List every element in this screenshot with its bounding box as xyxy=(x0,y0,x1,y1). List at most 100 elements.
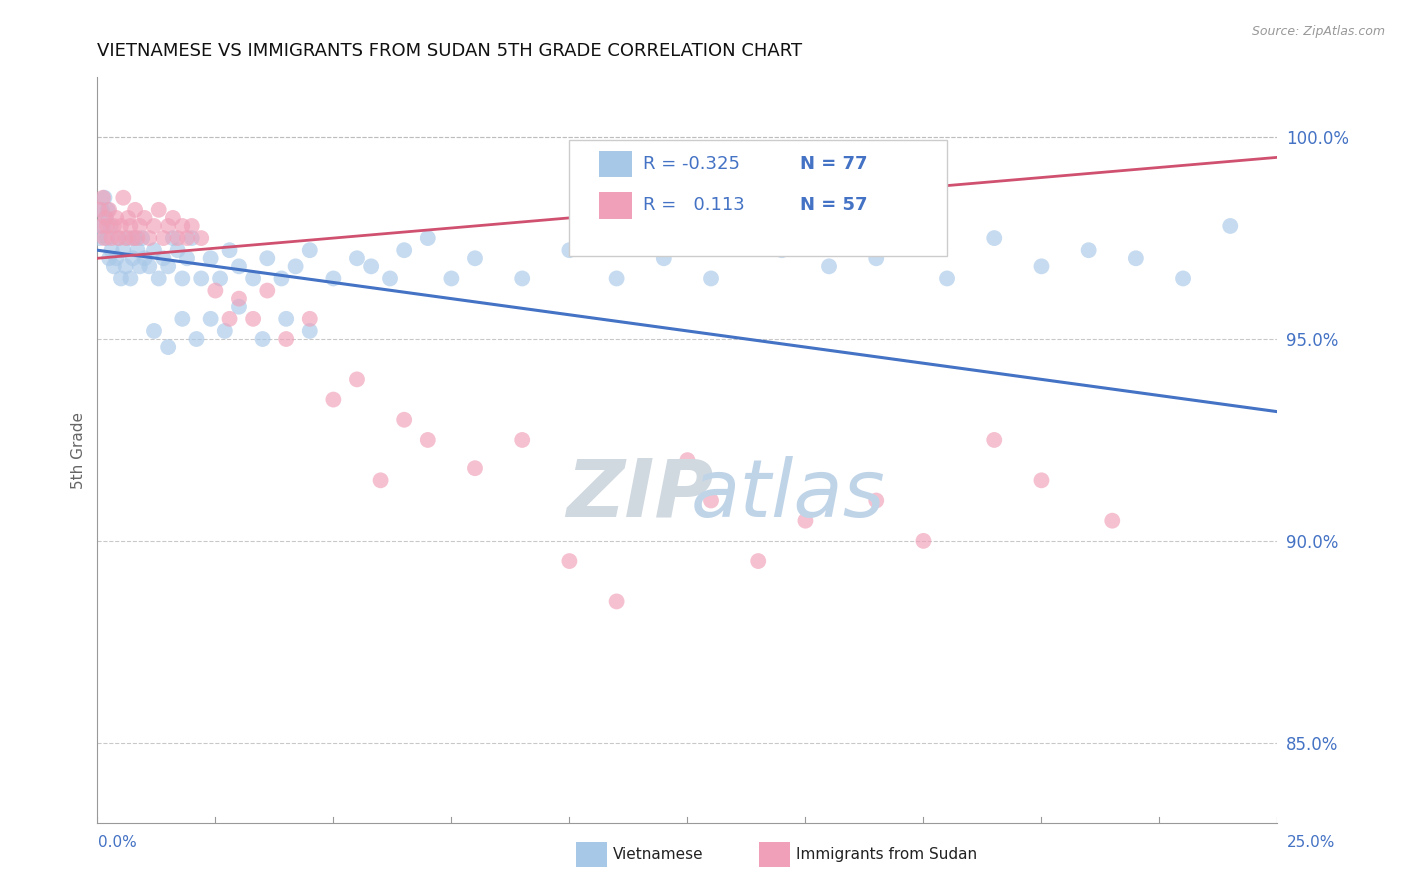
Point xyxy=(134,211,156,225)
Text: Source: ZipAtlas.com: Source: ZipAtlas.com xyxy=(1251,25,1385,38)
Point xyxy=(127,243,149,257)
Point xyxy=(110,271,132,285)
Point xyxy=(93,191,115,205)
Point xyxy=(346,372,368,386)
Text: VIETNAMESE VS IMMIGRANTS FROM SUDAN 5TH GRADE CORRELATION CHART: VIETNAMESE VS IMMIGRANTS FROM SUDAN 5TH … xyxy=(97,42,803,60)
Point xyxy=(204,284,226,298)
Point xyxy=(416,231,439,245)
Point xyxy=(120,219,142,233)
Point xyxy=(558,243,581,257)
Point xyxy=(276,311,298,326)
Point xyxy=(700,271,723,285)
Point xyxy=(228,300,250,314)
Point xyxy=(256,252,278,266)
Point xyxy=(98,252,121,266)
Point xyxy=(138,260,160,274)
Point xyxy=(172,271,194,285)
Text: 25.0%: 25.0% xyxy=(1288,836,1336,850)
Point xyxy=(143,219,166,233)
Point xyxy=(180,231,202,245)
Point xyxy=(148,202,170,217)
Text: atlas: atlas xyxy=(690,456,886,533)
Point xyxy=(464,461,486,475)
Point xyxy=(157,260,180,274)
Point xyxy=(747,554,769,568)
Point xyxy=(112,191,135,205)
Point xyxy=(770,243,793,257)
Point xyxy=(103,219,125,233)
Point xyxy=(346,252,368,266)
Point xyxy=(162,211,184,225)
Point xyxy=(128,219,150,233)
Point xyxy=(652,252,675,266)
Point xyxy=(186,332,208,346)
Point xyxy=(190,231,212,245)
Point xyxy=(112,243,135,257)
Point xyxy=(256,284,278,298)
Point xyxy=(89,202,111,217)
Point xyxy=(1101,514,1123,528)
Point xyxy=(157,340,180,354)
Bar xyxy=(599,152,631,178)
Point xyxy=(166,231,188,245)
Text: R =   0.113: R = 0.113 xyxy=(643,196,744,214)
Point xyxy=(676,453,699,467)
Point xyxy=(606,594,628,608)
Point xyxy=(218,311,240,326)
Point xyxy=(983,433,1005,447)
Point xyxy=(90,219,112,233)
Point xyxy=(392,243,415,257)
Point xyxy=(105,252,128,266)
Point xyxy=(114,231,136,245)
Point xyxy=(152,252,174,266)
Point xyxy=(117,231,139,245)
Point xyxy=(94,211,117,225)
Point xyxy=(131,231,153,245)
Point xyxy=(298,324,321,338)
Point xyxy=(865,493,887,508)
Point xyxy=(242,271,264,285)
Point xyxy=(105,211,128,225)
Point xyxy=(98,202,121,217)
Point xyxy=(93,231,115,245)
Point xyxy=(606,271,628,285)
Y-axis label: 5th Grade: 5th Grade xyxy=(72,411,86,489)
Text: Vietnamese: Vietnamese xyxy=(613,847,703,862)
Point xyxy=(107,231,129,245)
Point xyxy=(134,252,156,266)
Point xyxy=(392,413,415,427)
Text: R = -0.325: R = -0.325 xyxy=(643,155,740,173)
Point xyxy=(94,211,117,225)
Point xyxy=(128,260,150,274)
Point xyxy=(228,260,250,274)
Point xyxy=(100,219,122,233)
Point xyxy=(1171,271,1194,285)
Point xyxy=(242,311,264,326)
Point xyxy=(176,231,198,245)
Point xyxy=(162,231,184,245)
Point xyxy=(558,554,581,568)
Point xyxy=(912,533,935,548)
Point xyxy=(218,243,240,257)
Text: Immigrants from Sudan: Immigrants from Sudan xyxy=(796,847,977,862)
Point xyxy=(114,260,136,274)
Point xyxy=(510,271,533,285)
Point xyxy=(148,271,170,285)
Text: N = 77: N = 77 xyxy=(800,155,868,173)
Point xyxy=(91,191,114,205)
Point xyxy=(200,252,222,266)
Point xyxy=(166,243,188,257)
Point xyxy=(96,219,118,233)
Point xyxy=(416,433,439,447)
Point xyxy=(1125,252,1147,266)
Point xyxy=(127,231,149,245)
Point xyxy=(89,231,111,245)
Point xyxy=(1031,260,1053,274)
Point xyxy=(865,252,887,266)
Point xyxy=(983,231,1005,245)
Point xyxy=(100,243,122,257)
Point xyxy=(1077,243,1099,257)
Point xyxy=(270,271,292,285)
Point xyxy=(138,231,160,245)
Point xyxy=(121,231,143,245)
